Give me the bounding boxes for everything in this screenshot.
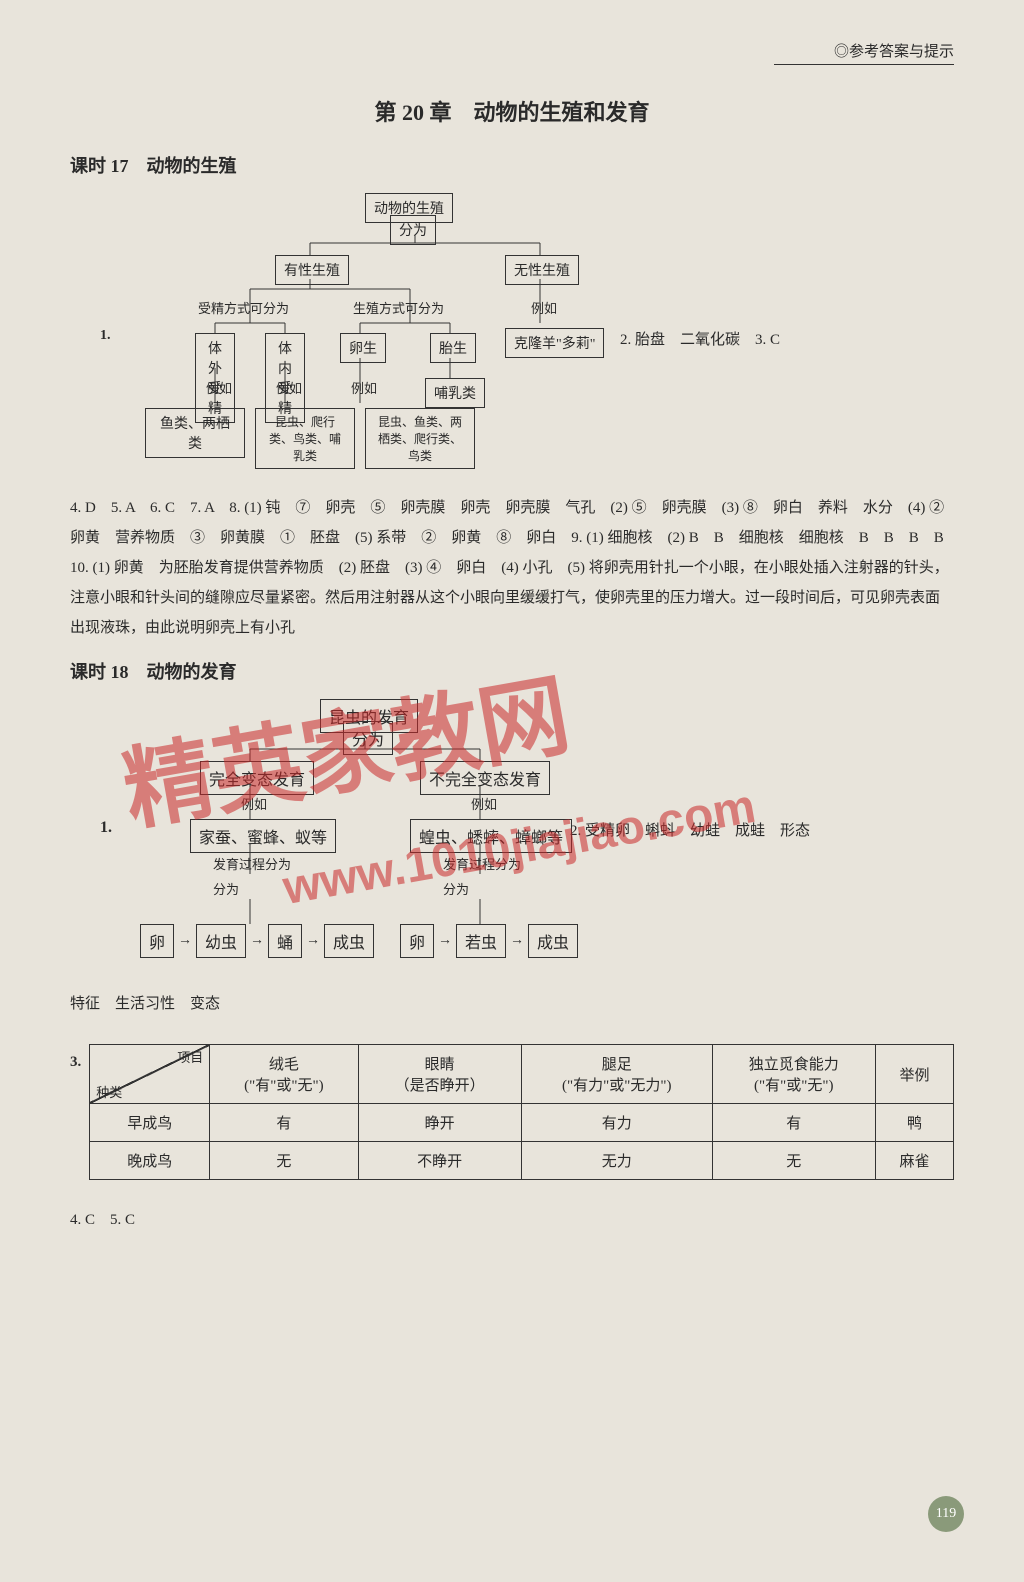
fc2-proc1: 发育过程分为 [205, 854, 299, 873]
fc2-locust: 蝗虫、蟋蟀、蟑螂等 [410, 819, 572, 853]
fc-divide: 分为 [390, 215, 436, 245]
fc2-divide: 分为 [343, 721, 393, 755]
page-header: ◎参考答案与提示 [774, 40, 954, 65]
fc2-stages-incomplete: 卵→ 若虫→ 成虫 [400, 924, 578, 958]
fc-mammal: 哺乳类 [425, 378, 485, 408]
fc2-silkworm: 家蚕、蜜蜂、蚁等 [190, 819, 336, 853]
lesson-17-flowchart: 动物的生殖 分为 有性生殖 无性生殖 受精方式可分为 生殖方式可分为 例如 1.… [130, 193, 954, 473]
lesson-18-extra: 特征 生活习性 变态 [70, 989, 954, 1019]
table-row: 早成鸟 有 睁开 有力 有 鸭 [90, 1104, 954, 1142]
fc-ex3: 例如 [343, 378, 385, 397]
fc-ovip: 卵生 [340, 333, 386, 363]
fc-insect: 昆虫、爬行类、鸟类、哺乳类 [255, 408, 355, 469]
fc-vivi: 胎生 [430, 333, 476, 363]
q1-label: 1. [100, 328, 111, 344]
fc-ex1: 例如 [198, 378, 240, 397]
lesson-17-title: 课时 17 动物的生殖 [70, 152, 954, 178]
table-row: 晚成鸟 无 不睁开 无力 无 麻雀 [90, 1142, 954, 1180]
lesson-18-flowchart: 昆虫的发育 分为 完全变态发育 不完全变态发育 例如 例如 1. 家蚕、蜜蜂、蚁… [110, 699, 954, 979]
page-number: 119 [928, 1496, 964, 1532]
fc2-div2: 分为 [435, 879, 477, 898]
lesson-17-answers: 4. D 5. A 6. C 7. A 8. (1) 钝 ⑦ 卵壳 ⑤ 卵壳膜 … [70, 493, 954, 643]
fc2-stages-complete: 卵→ 幼虫→ 蛹→ 成虫 [140, 924, 374, 958]
fc-fish: 鱼类、两栖类 [145, 408, 245, 458]
fc-repro-label: 生殖方式可分为 [345, 298, 452, 317]
fc2-ex2: 例如 [463, 794, 505, 813]
fc-insect2: 昆虫、鱼类、两栖类、爬行类、鸟类 [365, 408, 475, 469]
q3-label: 3. [70, 1034, 81, 1071]
fc2-div1: 分为 [205, 879, 247, 898]
fc-sexual: 有性生殖 [275, 255, 349, 285]
q1-18-label: 1. [100, 819, 112, 837]
fc-clone: 克隆羊"多莉" [505, 328, 604, 358]
fc2-complete: 完全变态发育 [200, 761, 314, 795]
fc-ex2: 例如 [268, 378, 310, 397]
fc2-ex1: 例如 [233, 794, 275, 813]
lesson-18-answers2: 4. C 5. C [70, 1205, 954, 1235]
fc2-incomplete: 不完全变态发育 [420, 761, 550, 795]
q2-answer: 2. 胎盘 二氧化碳 3. C [620, 328, 780, 349]
lesson-18-table: 项目 种类 绒毛 ("有"或"无") 眼睛 （是否睁开） 腿足 ("有力"或"无… [89, 1044, 954, 1180]
fc-fert-label: 受精方式可分为 [190, 298, 297, 317]
fc2-proc2: 发育过程分为 [435, 854, 529, 873]
lesson-18-title: 课时 18 动物的发育 [70, 658, 954, 684]
fc-example-a: 例如 [523, 298, 565, 317]
q2-18-answer: 2. 受精卵 蝌蚪 幼蛙 成蛙 形态 [570, 819, 810, 840]
fc-asexual: 无性生殖 [505, 255, 579, 285]
chapter-title: 第 20 章 动物的生殖和发育 [70, 95, 954, 127]
